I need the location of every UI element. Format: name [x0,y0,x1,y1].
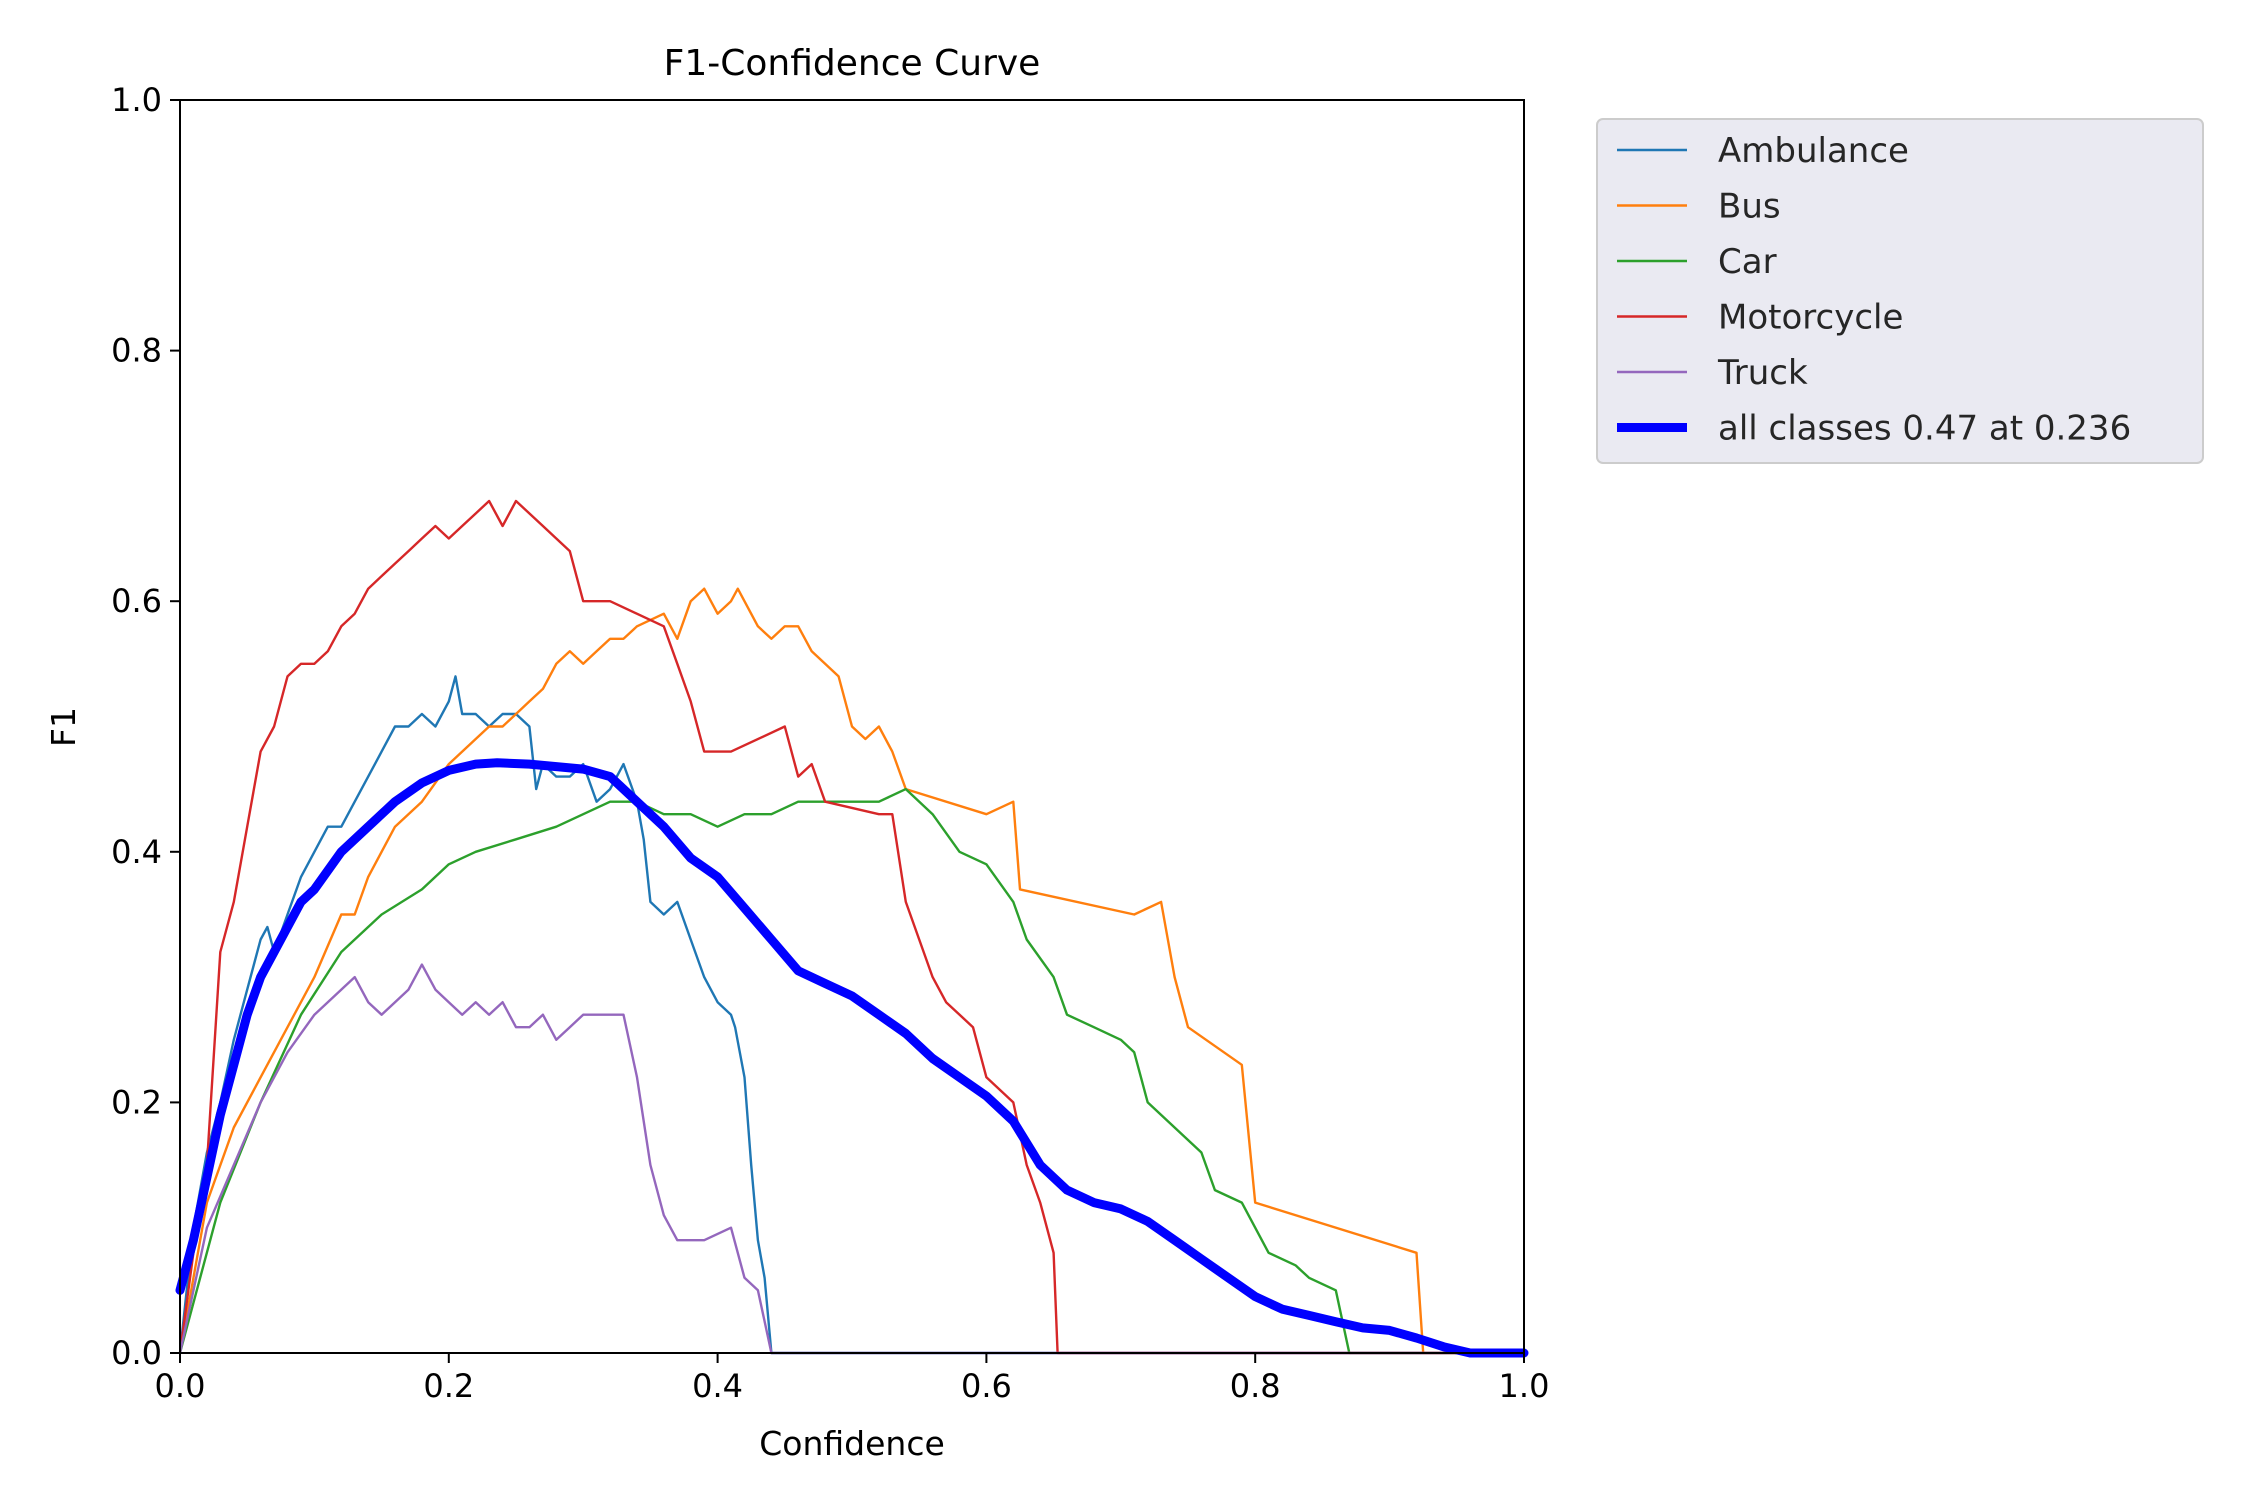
legend-label-bus: Bus [1718,187,1781,227]
y-tick-label: 0.2 [111,1083,162,1121]
y-tick-label: 1.0 [111,81,162,119]
series-layer [175,499,1529,1358]
legend-label-motorcycle: Motorcycle [1718,298,1903,338]
x-tick-label: 0.8 [1230,1367,1281,1405]
x-tick-label: 1.0 [1499,1367,1550,1405]
y-tick-label: 0.8 [111,332,162,370]
series-line-car [178,787,1526,1355]
series-line-all-classes-0-47-at-0-236 [175,758,1529,1358]
series-line-truck [178,963,1526,1355]
y-tick-label: 0.4 [111,833,162,871]
x-axis-label: Confidence [759,1424,945,1463]
x-tick-label: 0.0 [155,1367,206,1405]
legend-box [1596,118,2204,464]
legend: Ambulance Bus Car Motorcycle Truck all classe… [1596,118,2204,464]
x-tick-label: 0.2 [423,1367,474,1405]
x-axis: 0.0 0.2 0.4 0.6 0.8 1.0 [155,1353,1550,1405]
legend-label-ambulance: Ambulance [1718,131,1909,171]
plot-frame [179,99,1525,1354]
series-line-bus [178,587,1526,1355]
y-tick-label: 0.6 [111,582,162,620]
x-tick-label: 0.6 [961,1367,1012,1405]
y-axis-label: F1 [44,707,83,747]
y-axis: 0.0 0.2 0.4 0.6 0.8 1.0 [111,81,180,1372]
x-tick-label: 0.4 [692,1367,743,1405]
chart-title: F1-Confidence Curve [664,43,1041,84]
legend-label-truck: Truck [1717,353,1808,393]
y-tick-label: 0.0 [111,1334,162,1372]
legend-label-car: Car [1718,242,1777,282]
series-line-motorcycle [178,499,1526,1355]
legend-label-all-classes-0-47-at-0-236: all classes 0.47 at 0.236 [1718,409,2131,449]
